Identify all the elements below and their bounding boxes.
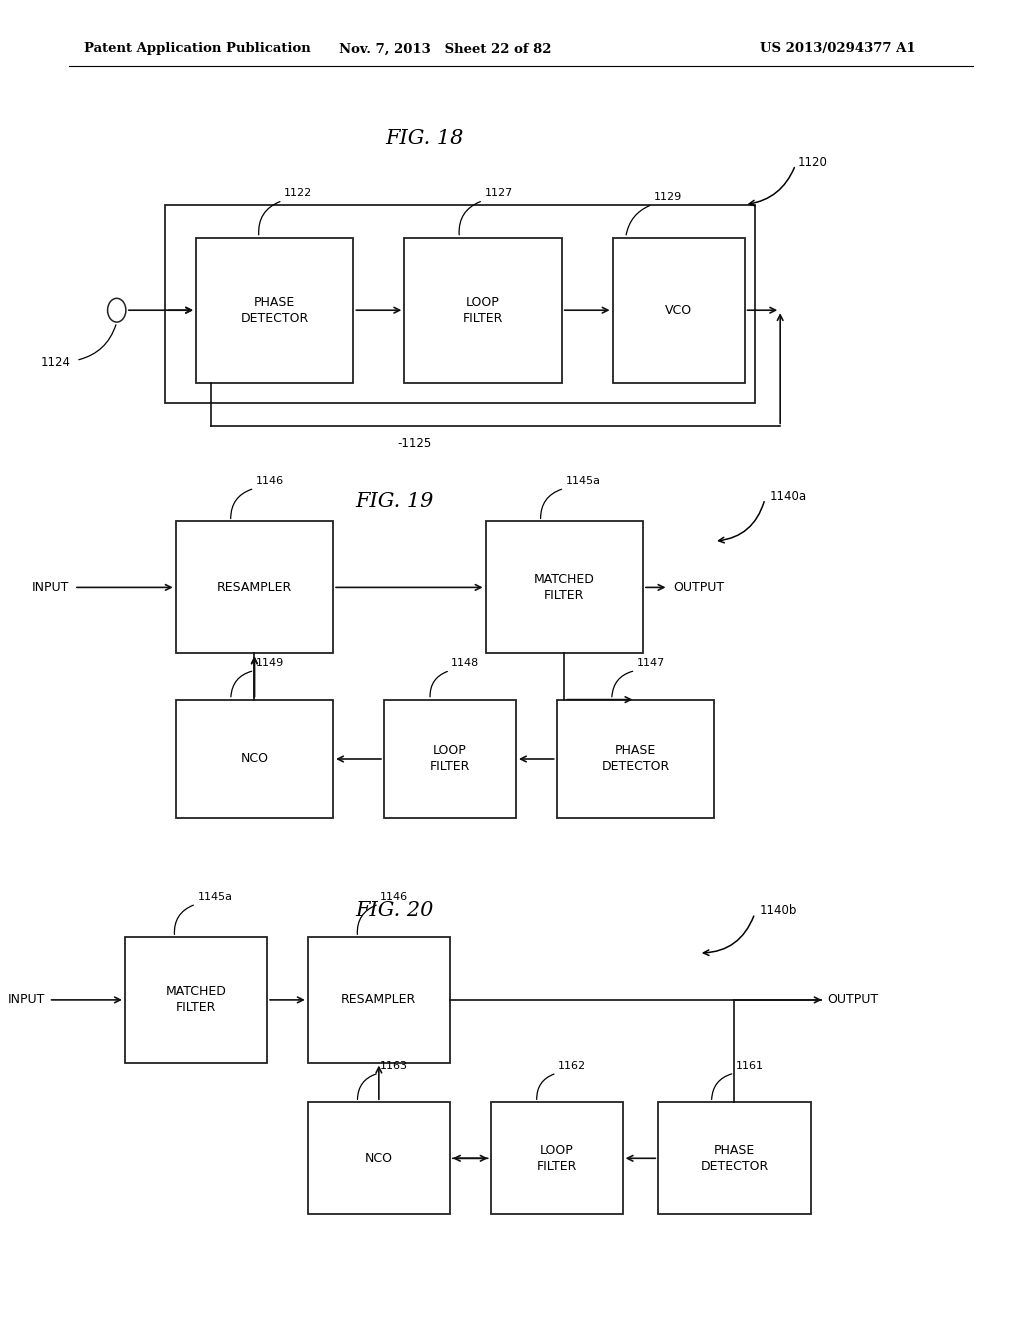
Text: 1147: 1147	[637, 657, 666, 668]
Text: FIG. 18: FIG. 18	[385, 129, 464, 148]
FancyBboxPatch shape	[404, 238, 562, 383]
Text: 1145a: 1145a	[198, 891, 232, 902]
FancyBboxPatch shape	[176, 521, 333, 653]
FancyBboxPatch shape	[557, 700, 714, 818]
Text: FIG. 19: FIG. 19	[355, 492, 433, 511]
Text: 1161: 1161	[736, 1060, 764, 1071]
Text: FIG. 20: FIG. 20	[355, 902, 433, 920]
Text: 1124: 1124	[41, 356, 71, 370]
Text: 1127: 1127	[484, 187, 513, 198]
Text: LOOP
FILTER: LOOP FILTER	[463, 296, 503, 325]
Text: LOOP
FILTER: LOOP FILTER	[430, 744, 470, 774]
Text: 1120: 1120	[798, 156, 827, 169]
Text: Patent Application Publication: Patent Application Publication	[84, 42, 311, 55]
FancyBboxPatch shape	[658, 1102, 811, 1214]
Text: MATCHED
FILTER: MATCHED FILTER	[534, 573, 595, 602]
FancyBboxPatch shape	[612, 238, 744, 383]
Text: 1145a: 1145a	[566, 475, 601, 486]
Text: 1146: 1146	[256, 475, 284, 486]
Text: OUTPUT: OUTPUT	[674, 581, 725, 594]
FancyBboxPatch shape	[196, 238, 353, 383]
Text: 1148: 1148	[452, 657, 479, 668]
FancyBboxPatch shape	[490, 1102, 623, 1214]
Text: 1149: 1149	[256, 657, 285, 668]
FancyBboxPatch shape	[166, 205, 755, 403]
Text: NCO: NCO	[365, 1152, 393, 1164]
FancyBboxPatch shape	[485, 521, 643, 653]
FancyBboxPatch shape	[176, 700, 333, 818]
Text: 1140a: 1140a	[770, 490, 807, 503]
FancyBboxPatch shape	[308, 1102, 450, 1214]
FancyBboxPatch shape	[384, 700, 516, 818]
Text: -1125: -1125	[397, 437, 431, 450]
Text: INPUT: INPUT	[8, 994, 46, 1006]
Text: MATCHED
FILTER: MATCHED FILTER	[166, 986, 226, 1014]
Text: RESAMPLER: RESAMPLER	[217, 581, 292, 594]
Text: VCO: VCO	[665, 304, 692, 317]
Text: 1163: 1163	[380, 1060, 409, 1071]
Text: US 2013/0294377 A1: US 2013/0294377 A1	[760, 42, 915, 55]
Text: 1146: 1146	[380, 891, 409, 902]
Text: 1162: 1162	[558, 1060, 586, 1071]
Text: 1122: 1122	[284, 187, 312, 198]
FancyBboxPatch shape	[125, 937, 267, 1063]
Text: INPUT: INPUT	[32, 581, 69, 594]
Text: 1129: 1129	[653, 191, 682, 202]
Text: OUTPUT: OUTPUT	[827, 994, 878, 1006]
Text: NCO: NCO	[241, 752, 268, 766]
Text: 1140b: 1140b	[760, 904, 798, 917]
Text: LOOP
FILTER: LOOP FILTER	[537, 1144, 577, 1172]
Text: Nov. 7, 2013   Sheet 22 of 82: Nov. 7, 2013 Sheet 22 of 82	[339, 42, 551, 55]
Text: PHASE
DETECTOR: PHASE DETECTOR	[241, 296, 309, 325]
Text: PHASE
DETECTOR: PHASE DETECTOR	[601, 744, 670, 774]
Text: RESAMPLER: RESAMPLER	[341, 994, 417, 1006]
Text: PHASE
DETECTOR: PHASE DETECTOR	[700, 1144, 769, 1172]
FancyBboxPatch shape	[308, 937, 450, 1063]
